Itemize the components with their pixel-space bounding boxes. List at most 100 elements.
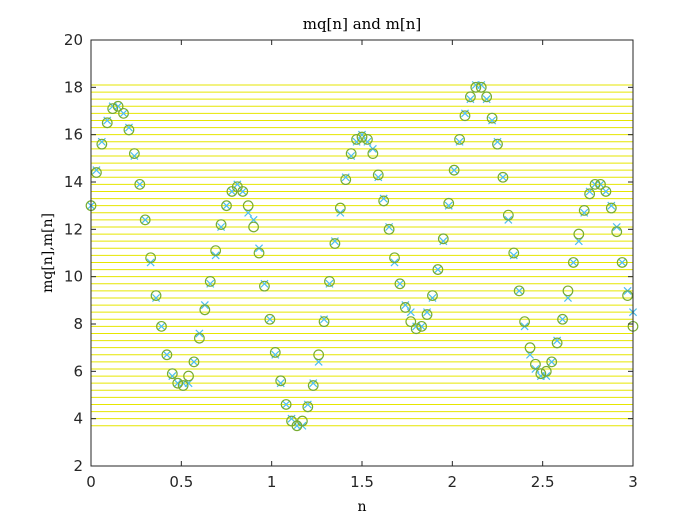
data-point-circle-marker <box>183 370 194 382</box>
data-point-circle-marker <box>264 313 276 325</box>
y-tick-label: 4 <box>73 410 83 428</box>
y-tick-label: 10 <box>64 268 83 286</box>
data-point-circle-marker <box>497 171 509 183</box>
y-tick-label: 20 <box>64 31 83 49</box>
data-point-circle-marker <box>313 349 325 361</box>
x-tick-label: 2.5 <box>531 473 555 491</box>
x-tick-label: 1 <box>267 473 277 491</box>
data-point-circle-marker <box>107 103 119 115</box>
data-point-circle-marker <box>519 316 530 328</box>
data-point-circle-marker <box>96 138 108 150</box>
data-point-circle-marker <box>611 226 623 238</box>
data-point-circle-marker <box>372 169 384 181</box>
data-point-x-marker <box>406 308 415 317</box>
data-point-circle-marker <box>318 316 330 328</box>
data-point-circle-marker <box>605 202 617 214</box>
data-point-x-marker <box>114 102 123 111</box>
data-point-circle-marker <box>269 347 281 358</box>
data-point-circle-marker <box>340 174 352 186</box>
data-point-circle-marker <box>595 178 606 190</box>
data-point-circle-marker <box>448 164 460 176</box>
data-point-circle-marker <box>259 280 270 292</box>
data-point-circle-marker <box>118 107 129 119</box>
data-point-circle-marker <box>188 356 200 368</box>
data-point-circle-marker <box>307 380 319 391</box>
data-point-circle-marker <box>502 209 514 221</box>
data-point-circle-marker <box>432 264 444 275</box>
data-point-x-marker <box>189 357 199 366</box>
data-point-circle-marker <box>557 313 568 325</box>
y-tick-label: 16 <box>64 126 83 144</box>
data-point-circle-marker <box>345 148 357 160</box>
plot-background <box>91 40 633 466</box>
data-point-circle-marker <box>177 380 189 391</box>
data-point-circle-marker <box>470 81 482 93</box>
series-m-markers <box>85 81 639 432</box>
data-point-circle-marker <box>101 117 113 129</box>
data-point-x-marker <box>515 286 524 295</box>
data-point-circle-marker <box>128 148 140 160</box>
data-point-x-marker <box>417 322 426 331</box>
y-tick-label: 12 <box>64 220 83 238</box>
data-point-circle-marker <box>253 247 265 259</box>
data-point-circle-marker <box>221 200 232 212</box>
data-point-x-marker <box>222 201 231 210</box>
data-point-circle-marker <box>193 332 205 344</box>
x-tick-label: 2 <box>448 473 458 491</box>
data-point-x-marker <box>282 400 291 409</box>
data-point-circle-marker <box>204 276 216 287</box>
data-point-circle-marker <box>199 304 211 316</box>
data-point-circle-marker <box>486 112 498 124</box>
data-point-circle-marker <box>161 349 173 361</box>
data-point-circle-marker <box>324 276 335 287</box>
data-point-circle-marker <box>302 401 314 413</box>
data-point-circle-marker <box>280 399 292 410</box>
data-point-circle-marker <box>567 257 579 268</box>
data-point-circle-marker <box>454 133 465 145</box>
chart-title: mq[n] and m[n] <box>303 15 422 33</box>
data-point-x-marker <box>433 265 442 274</box>
data-point-circle-marker <box>275 375 287 387</box>
data-point-x-marker <box>157 322 166 331</box>
data-point-circle-marker <box>389 252 400 264</box>
data-point-circle-marker <box>150 290 162 302</box>
y-tick-label: 14 <box>64 173 83 191</box>
data-point-circle-marker <box>508 247 520 259</box>
data-point-circle-marker <box>91 167 102 178</box>
data-point-x-marker <box>498 173 507 182</box>
data-point-x-marker <box>135 180 144 189</box>
data-point-circle-marker <box>437 233 449 245</box>
data-point-circle-marker <box>481 91 493 103</box>
data-point-circle-marker <box>405 316 417 328</box>
data-point-circle-marker <box>215 219 227 231</box>
data-point-circle-marker <box>540 365 552 377</box>
data-point-circle-marker <box>551 337 563 349</box>
x-tick-label: 0 <box>86 473 96 491</box>
data-point-circle-marker <box>475 81 487 93</box>
y-tick-label: 6 <box>73 362 83 380</box>
x-axis-label: n <box>357 499 366 515</box>
data-point-x-marker <box>596 180 605 189</box>
data-point-circle-marker <box>421 309 433 320</box>
data-point-x-marker <box>265 315 274 324</box>
data-point-circle-marker <box>573 228 585 240</box>
data-point-circle-marker <box>383 223 395 235</box>
data-point-x-marker <box>558 315 567 324</box>
data-point-circle-marker <box>378 195 390 207</box>
data-point-circle-marker <box>123 124 135 136</box>
data-point-circle-marker <box>367 148 379 160</box>
data-point-circle-marker <box>530 358 541 370</box>
data-point-circle-marker <box>535 368 547 380</box>
data-point-circle-marker <box>546 356 558 368</box>
data-point-circle-marker <box>166 368 178 380</box>
data-point-circle-marker <box>399 302 411 313</box>
data-point-circle-marker <box>139 214 151 226</box>
data-point-x-marker <box>450 166 459 175</box>
data-point-circle-marker <box>616 257 628 268</box>
x-tick-label: 3 <box>628 473 638 491</box>
data-point-circle-marker <box>329 238 341 249</box>
data-point-circle-marker <box>394 278 406 290</box>
data-point-circle-marker <box>112 100 124 112</box>
data-point-circle-marker <box>134 178 146 190</box>
